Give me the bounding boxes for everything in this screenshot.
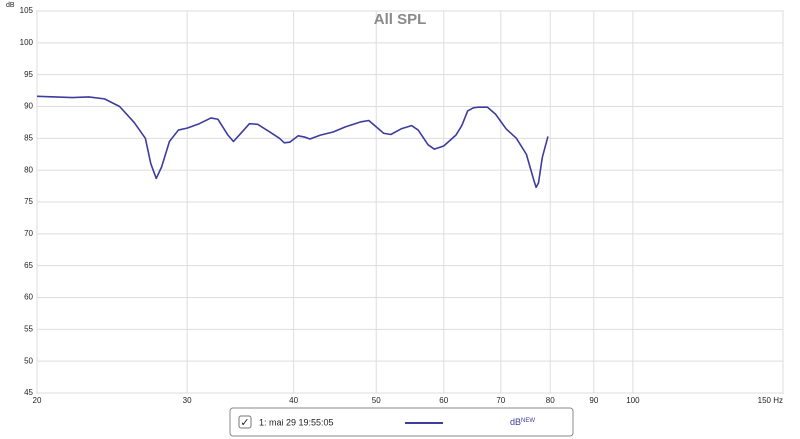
y-tick-label: 80	[24, 165, 33, 174]
legend-checkbox[interactable]	[238, 415, 252, 429]
y-tick-label: 75	[24, 197, 33, 206]
x-tick-label: 90	[589, 396, 598, 405]
legend-unit: dBNEW	[510, 417, 535, 427]
x-tick-label: 40	[289, 396, 298, 405]
y-tick-label: 45	[24, 388, 33, 397]
y-tick-label: 85	[24, 133, 33, 142]
x-tick-label: 150 Hz	[758, 396, 783, 405]
y-tick-label: 95	[24, 70, 33, 79]
y-axis-label: dB	[6, 2, 15, 9]
x-tick-label: 50	[372, 396, 381, 405]
x-tick-label: 20	[33, 396, 42, 405]
unit-sup: NEW	[521, 418, 535, 424]
x-tick-label: 100	[626, 396, 640, 405]
y-tick-label: 70	[24, 229, 33, 238]
y-tick-label: 50	[24, 356, 33, 365]
y-tick-label: 100	[20, 38, 34, 47]
legend-label: 1: mai 29 19:55:05	[259, 417, 334, 427]
y-tick-label: 105	[20, 6, 34, 15]
x-tick-label: 60	[439, 396, 448, 405]
chart-title: All SPL	[374, 11, 427, 28]
series-line	[36, 95, 549, 189]
x-tick-label: 70	[496, 396, 505, 405]
y-tick-label: 90	[24, 102, 33, 111]
legend	[229, 407, 574, 437]
y-tick-label: 60	[24, 293, 33, 302]
y-tick-label: 55	[24, 324, 33, 333]
x-tick-label: 80	[546, 396, 555, 405]
y-tick-label: 65	[24, 261, 33, 270]
x-tick-label: 30	[183, 396, 192, 405]
unit: dB	[510, 417, 521, 427]
checkmark: ✓	[240, 417, 249, 429]
